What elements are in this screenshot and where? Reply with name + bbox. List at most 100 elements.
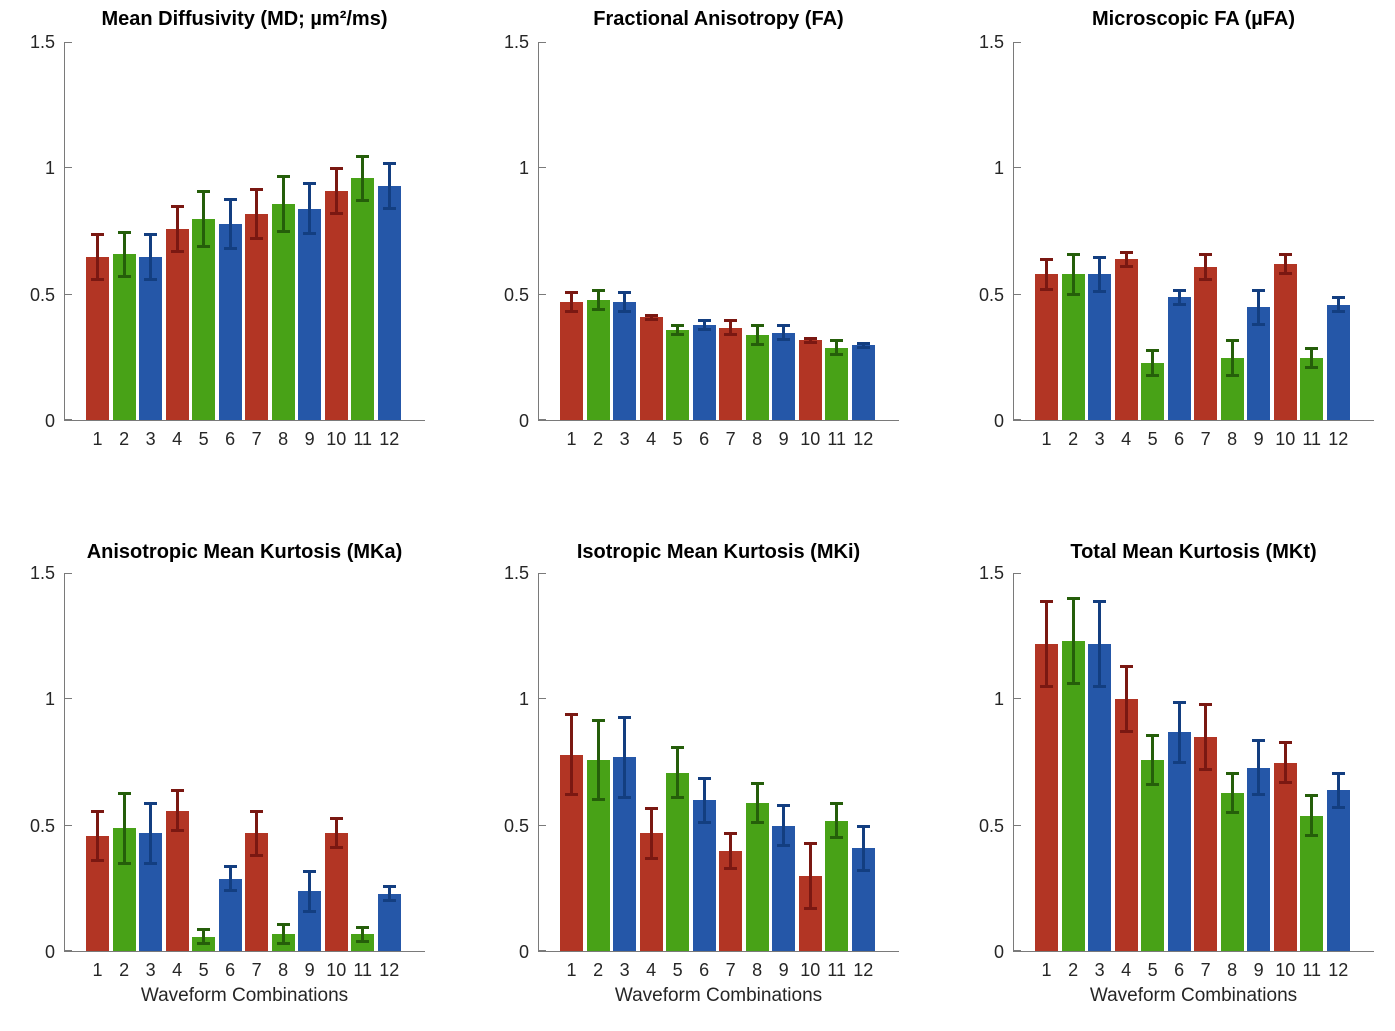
error-bar-cap-top	[250, 187, 264, 191]
error-bar-cap-top	[170, 789, 184, 793]
error-bar-line	[1177, 701, 1181, 763]
error-bar-line	[175, 206, 179, 252]
x-tick-label: 4	[646, 960, 657, 980]
error-bar-cap-top	[777, 323, 791, 327]
bar	[745, 335, 769, 421]
x-tick-label: 2	[593, 960, 604, 980]
error-bar-cap-top	[1331, 771, 1345, 775]
error-bar-cap-bottom	[591, 798, 605, 802]
x-tick-label: 8	[1227, 429, 1238, 449]
error-bar-cap-bottom	[830, 353, 844, 357]
error-bar-line	[1257, 739, 1261, 796]
error-bar-line	[96, 810, 100, 862]
error-bar-cap-top	[250, 809, 264, 813]
x-tick-label: 6	[699, 960, 710, 980]
chart-panel-fractional-anisotropy: Fractional Anisotropy (FA) 0 0.5 1 1.5 1 2 3 4 5…	[465, 0, 930, 515]
error-bar-cap-bottom	[1225, 373, 1239, 377]
bar	[1300, 357, 1324, 421]
y-axis	[1013, 573, 1014, 952]
error-bar-cap-bottom	[1331, 805, 1345, 809]
error-bar-cap-top	[1172, 288, 1186, 292]
x-tick-label: 7	[1200, 960, 1211, 980]
bar	[851, 345, 875, 421]
error-bar-cap-top	[1146, 733, 1160, 737]
error-bar-cap-top	[803, 842, 817, 846]
error-bar-cap-bottom	[329, 211, 343, 215]
chart-plot-mki: 0 0.5 1 1.5 1 2 3 4 5 6 7 8 9 10 11 12	[504, 563, 899, 980]
error-bar-cap-bottom	[356, 199, 370, 203]
error-bar-cap-top	[144, 233, 158, 237]
error-bar-cap-bottom	[1146, 373, 1160, 377]
bar	[1088, 274, 1112, 421]
error-bar-cap-top	[856, 341, 870, 345]
bar	[245, 833, 269, 952]
chart-plot-fa: 0 0.5 1 1.5 1 2 3 4 5 6 7 8 9 10 11 12	[504, 32, 899, 449]
x-tick-label: 3	[1094, 429, 1105, 449]
y-axis	[538, 573, 539, 952]
error-bar-cap-bottom	[382, 899, 396, 903]
error-bar-cap-bottom	[856, 869, 870, 873]
x-tick-label: 11	[353, 429, 373, 449]
x-tick-label: 7	[725, 960, 736, 980]
bar	[1167, 732, 1191, 952]
x-tick-label: 3	[619, 960, 630, 980]
error-bar-cap-top	[223, 197, 237, 201]
error-bar-line	[1124, 666, 1128, 733]
error-bar-cap-bottom	[1172, 302, 1186, 306]
x-tick-label: 4	[1121, 429, 1132, 449]
error-bar-cap-bottom	[303, 909, 317, 913]
x-tick-label: 1	[1041, 960, 1052, 980]
error-bar-line	[782, 805, 786, 846]
error-bar-line	[228, 198, 232, 250]
error-bar-cap-top	[144, 801, 158, 805]
y-axis	[64, 573, 65, 952]
error-bar-cap-bottom	[777, 843, 791, 847]
y-tick	[539, 167, 546, 169]
bar	[719, 850, 743, 952]
error-bar-cap-top	[618, 716, 632, 720]
error-bar-cap-bottom	[329, 846, 343, 850]
error-bar-cap-top	[1066, 597, 1080, 601]
bar	[1061, 274, 1085, 421]
bar	[1167, 297, 1191, 421]
x-tick-label: 7	[251, 960, 262, 980]
error-bar-cap-bottom	[117, 861, 131, 865]
chart-panel-anisotropic-mean-kurtosis: Anisotropic Mean Kurtosis (MKa) 0 0.5 1 1.5…	[0, 515, 465, 1031]
error-bar-line	[1230, 340, 1234, 376]
bar	[1273, 762, 1297, 952]
bar	[1247, 307, 1271, 421]
bar	[825, 347, 849, 421]
error-bar-cap-bottom	[170, 249, 184, 253]
x-tick-label: 5	[672, 429, 683, 449]
error-bar-cap-bottom	[276, 942, 290, 946]
bar	[1114, 699, 1138, 952]
y-tick-label: 1.5	[503, 563, 529, 583]
error-bar-line	[1151, 734, 1155, 786]
error-bar-cap-bottom	[803, 340, 817, 344]
bar	[1088, 643, 1112, 952]
bar	[218, 878, 242, 952]
error-bar-line	[861, 342, 865, 348]
error-bar-cap-bottom	[618, 310, 632, 314]
y-axis	[64, 42, 65, 421]
x-tick-label: 5	[1147, 960, 1158, 980]
error-bar-cap-top	[591, 288, 605, 292]
y-tick	[1014, 698, 1021, 700]
bar	[772, 825, 796, 952]
error-bar-line	[255, 188, 259, 240]
y-tick	[539, 293, 546, 295]
error-bar-cap-bottom	[750, 821, 764, 825]
error-bar-cap-top	[697, 318, 711, 322]
x-axis-label: Waveform Combinations	[140, 985, 349, 1006]
error-bar-cap-bottom	[91, 859, 105, 863]
error-bar-line	[729, 833, 733, 869]
bar	[1326, 790, 1350, 952]
error-bar-line	[861, 825, 865, 872]
x-tick-label: 11	[827, 960, 847, 980]
error-bar-cap-top	[382, 162, 396, 166]
x-tick-label: 7	[725, 429, 736, 449]
x-tick-label: 6	[1174, 960, 1185, 980]
x-tick-label: 8	[752, 960, 763, 980]
y-tick	[539, 698, 546, 700]
x-tick-label: 9	[304, 429, 315, 449]
